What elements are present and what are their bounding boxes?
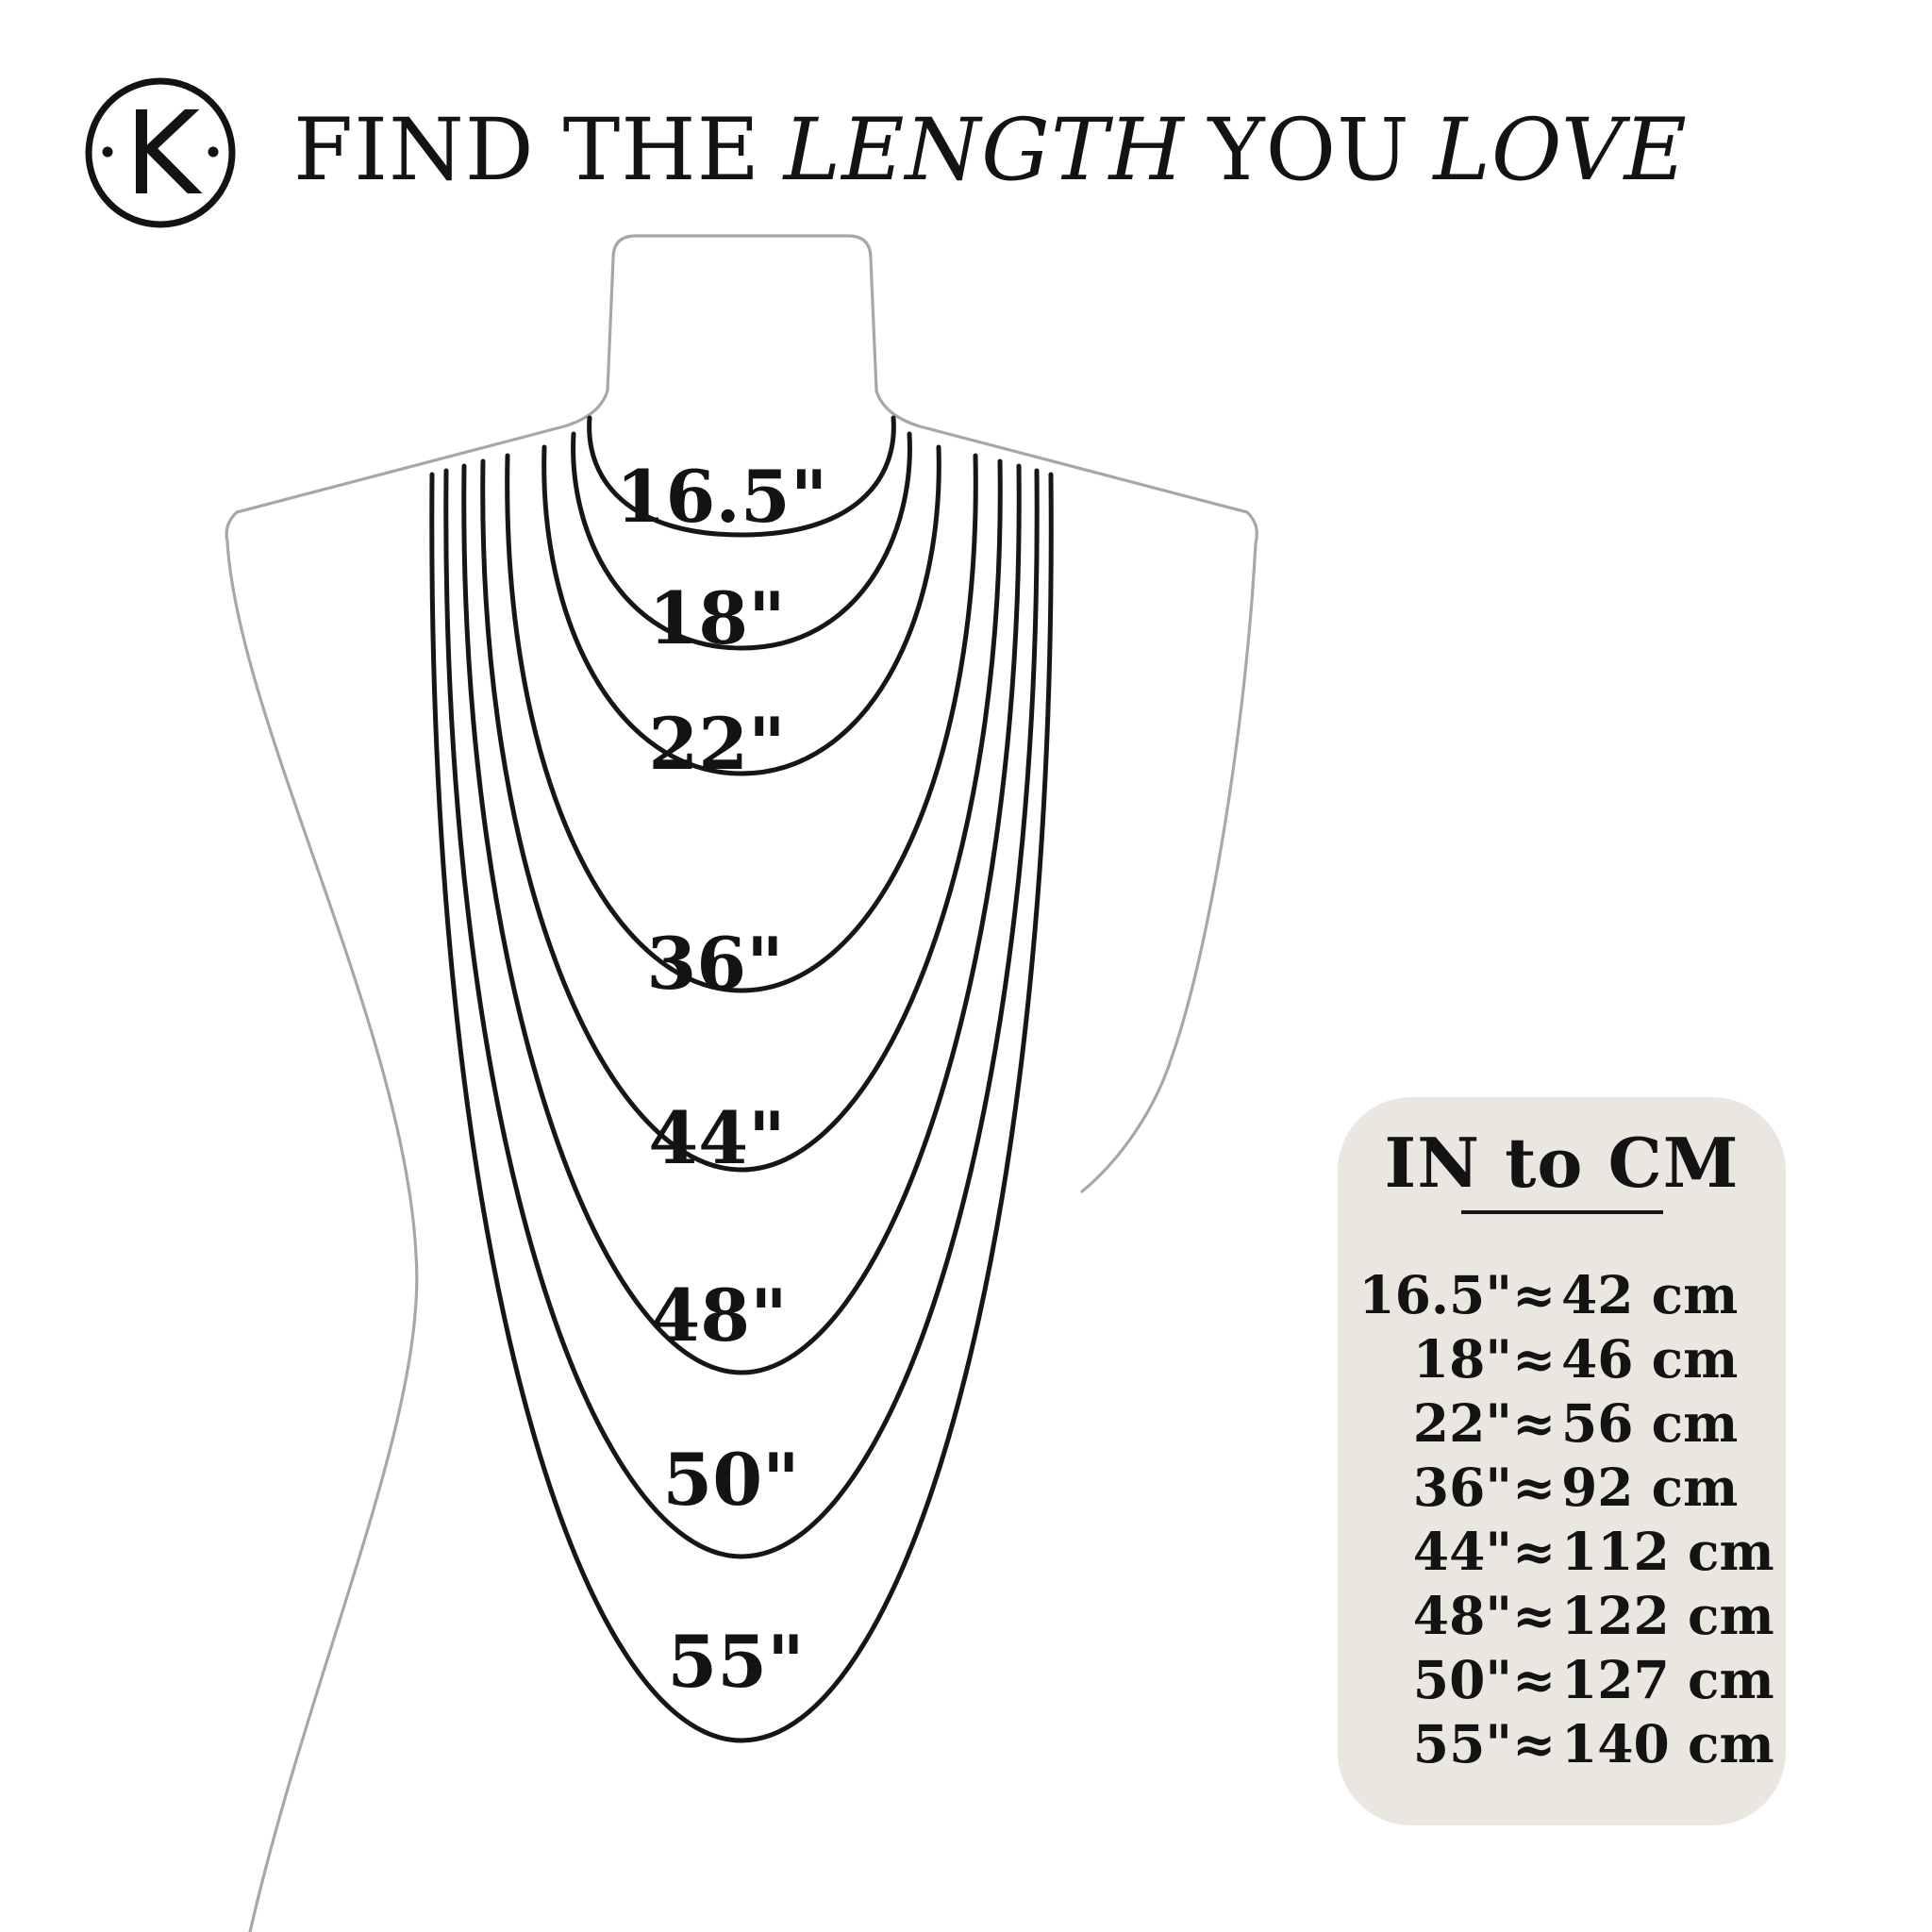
inches-value: 44" [1412,1520,1512,1582]
title-text-italic: LOVE [1433,101,1688,200]
conversion-row: 16.5" ≈ 42 cm [1338,1262,1786,1326]
cm-value: 42 cm [1561,1263,1739,1325]
cm-value: 122 cm [1561,1584,1774,1646]
conversion-row: 36" ≈ 92 cm [1338,1455,1786,1519]
conversion-row: 55" ≈ 140 cm [1338,1711,1786,1775]
necklace-curve-18in [571,431,912,651]
logo-circle-icon [85,77,236,228]
cm-value: 112 cm [1561,1520,1774,1582]
brand-logo: K [85,77,236,228]
title-text-italic: LENGTH [783,101,1185,200]
necklace-curve-16-5in [587,415,896,538]
approx-symbol: ≈ [1512,1584,1557,1646]
logo-letter: K [125,87,203,221]
approx-symbol: ≈ [1512,1263,1557,1325]
inches-value: 50" [1412,1648,1512,1710]
length-label-55in: 55" [667,1620,804,1704]
approx-symbol: ≈ [1512,1520,1557,1582]
cm-value: 56 cm [1561,1391,1739,1454]
necklace-curve-22in [541,444,941,776]
conversion-card-title: IN to CM [1384,1123,1740,1203]
approx-symbol: ≈ [1512,1456,1557,1518]
conversion-row: 22" ≈ 56 cm [1338,1391,1786,1455]
page-title: FIND THE LENGTH YOU LOVE [142,106,1840,196]
cm-value: 140 cm [1561,1712,1774,1774]
conversion-row: 50" ≈ 127 cm [1338,1647,1786,1711]
inches-value: 55" [1412,1712,1512,1774]
inches-value: 16.5" [1358,1263,1512,1325]
necklace-curve-48in [461,463,1022,1375]
approx-symbol: ≈ [1512,1648,1557,1710]
length-label-18in: 18" [648,576,785,660]
necklace-curve-44in [480,458,1003,1173]
conversion-row: 48" ≈ 122 cm [1338,1583,1786,1647]
inches-value: 22" [1412,1391,1512,1454]
title-text: YOU [1208,101,1410,200]
necklace-curve-50in [443,468,1040,1559]
length-label-48in: 48" [650,1274,787,1357]
mannequin-outline [225,234,1258,1932]
logo-right-dot-icon [208,146,219,158]
length-label-16-5in: 16.5" [616,455,828,539]
length-label-22in: 22" [648,702,785,786]
conversion-rows: 16.5" ≈ 42 cm 18" ≈ 46 cm 22" ≈ 56 cm 36… [1338,1262,1786,1775]
approx-symbol: ≈ [1512,1712,1557,1774]
conversion-row: 44" ≈ 112 cm [1338,1519,1786,1583]
inches-value: 36" [1412,1456,1512,1518]
length-label-36in: 36" [646,922,783,1006]
title-text: FIND THE [293,101,761,200]
conversion-card: IN to CM 16.5" ≈ 42 cm 18" ≈ 46 cm 22" ≈… [1338,1097,1786,1825]
approx-symbol: ≈ [1512,1391,1557,1454]
approx-symbol: ≈ [1512,1327,1557,1390]
length-label-44in: 44" [648,1096,785,1180]
title-underline [1460,1210,1663,1214]
conversion-row: 18" ≈ 46 cm [1338,1326,1786,1391]
cm-value: 127 cm [1561,1648,1774,1710]
necklace-curve-36in [505,453,978,993]
logo-left-dot-icon [102,146,113,158]
length-label-50in: 50" [662,1438,799,1522]
necklace-curve-55in [429,472,1054,1743]
inches-value: 18" [1412,1327,1512,1390]
cm-value: 92 cm [1561,1456,1739,1518]
cm-value: 46 cm [1561,1327,1739,1390]
inches-value: 48" [1412,1584,1512,1646]
